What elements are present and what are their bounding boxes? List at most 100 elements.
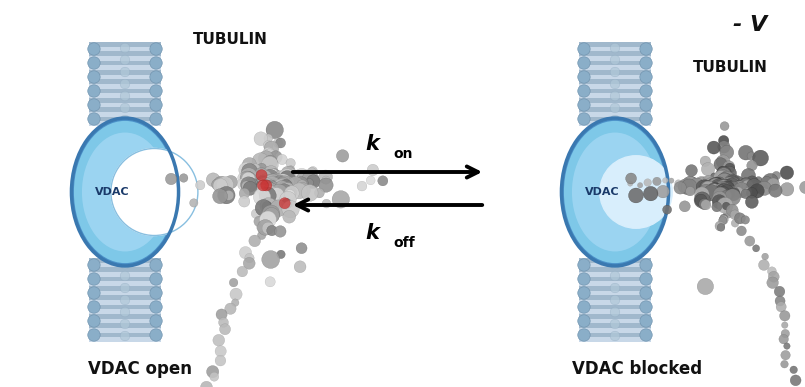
Circle shape [715,192,723,200]
Bar [89,122,161,126]
Bar [579,258,651,263]
Bar [579,116,651,122]
Circle shape [679,201,690,212]
Circle shape [640,287,652,299]
Circle shape [279,179,290,189]
Circle shape [279,180,289,191]
Circle shape [120,43,130,53]
Circle shape [734,213,745,224]
Circle shape [720,145,733,159]
Circle shape [724,188,732,196]
Circle shape [720,173,730,183]
Circle shape [262,175,278,190]
Circle shape [150,71,163,83]
Circle shape [266,169,279,182]
Circle shape [653,177,661,186]
Bar [89,291,161,295]
Circle shape [265,158,274,166]
Circle shape [254,132,268,146]
Circle shape [261,179,269,187]
Circle shape [718,135,729,146]
Bar [89,300,161,305]
Circle shape [638,183,643,188]
Circle shape [265,155,277,167]
Circle shape [725,176,740,190]
Circle shape [740,178,752,189]
Bar [89,56,161,61]
Bar [89,258,161,263]
Circle shape [120,67,130,77]
Circle shape [719,171,735,187]
Bar [579,309,651,314]
Circle shape [120,295,130,305]
Circle shape [257,163,266,173]
Circle shape [277,250,285,259]
Circle shape [270,151,283,163]
Circle shape [269,188,284,203]
Circle shape [716,187,730,200]
Circle shape [698,180,712,193]
Circle shape [150,301,163,313]
Circle shape [640,99,652,111]
Circle shape [242,171,254,184]
Circle shape [241,177,256,192]
Circle shape [279,180,292,193]
Circle shape [707,183,720,196]
Circle shape [319,178,333,192]
Circle shape [88,99,100,111]
Circle shape [720,181,735,195]
Circle shape [640,85,652,97]
Circle shape [261,180,272,191]
Ellipse shape [563,120,667,264]
Text: VDAC: VDAC [585,187,620,197]
Circle shape [263,183,279,198]
Bar [579,75,651,79]
Circle shape [723,161,735,173]
Circle shape [246,173,257,185]
Circle shape [716,166,732,182]
Circle shape [256,170,267,181]
Circle shape [257,178,274,194]
Bar [89,70,161,75]
Circle shape [296,186,306,195]
Text: k: k [365,134,379,154]
Circle shape [682,176,699,193]
Circle shape [711,179,726,195]
Circle shape [718,185,735,201]
Circle shape [287,176,303,193]
Circle shape [727,188,740,201]
Circle shape [640,43,652,55]
Circle shape [278,169,296,187]
Circle shape [747,160,758,171]
Circle shape [678,182,687,192]
Bar [89,272,161,277]
Circle shape [275,180,289,194]
Circle shape [262,250,279,269]
Circle shape [88,287,100,299]
Circle shape [715,177,724,187]
Circle shape [150,43,163,55]
Circle shape [262,147,275,159]
Circle shape [782,322,788,328]
Circle shape [696,180,711,194]
Circle shape [264,187,275,197]
Circle shape [305,178,313,187]
Circle shape [120,319,130,329]
Circle shape [256,181,266,191]
Circle shape [724,178,740,193]
Circle shape [747,152,755,160]
Circle shape [279,198,290,209]
Circle shape [707,178,723,193]
Circle shape [279,191,296,208]
Circle shape [721,182,734,195]
Circle shape [701,200,711,210]
Circle shape [741,180,754,193]
Bar [89,112,161,116]
Circle shape [719,182,729,192]
Circle shape [640,259,652,271]
Circle shape [706,178,714,187]
Circle shape [724,189,741,205]
Circle shape [610,319,620,329]
Bar [579,93,651,98]
Circle shape [733,182,749,198]
